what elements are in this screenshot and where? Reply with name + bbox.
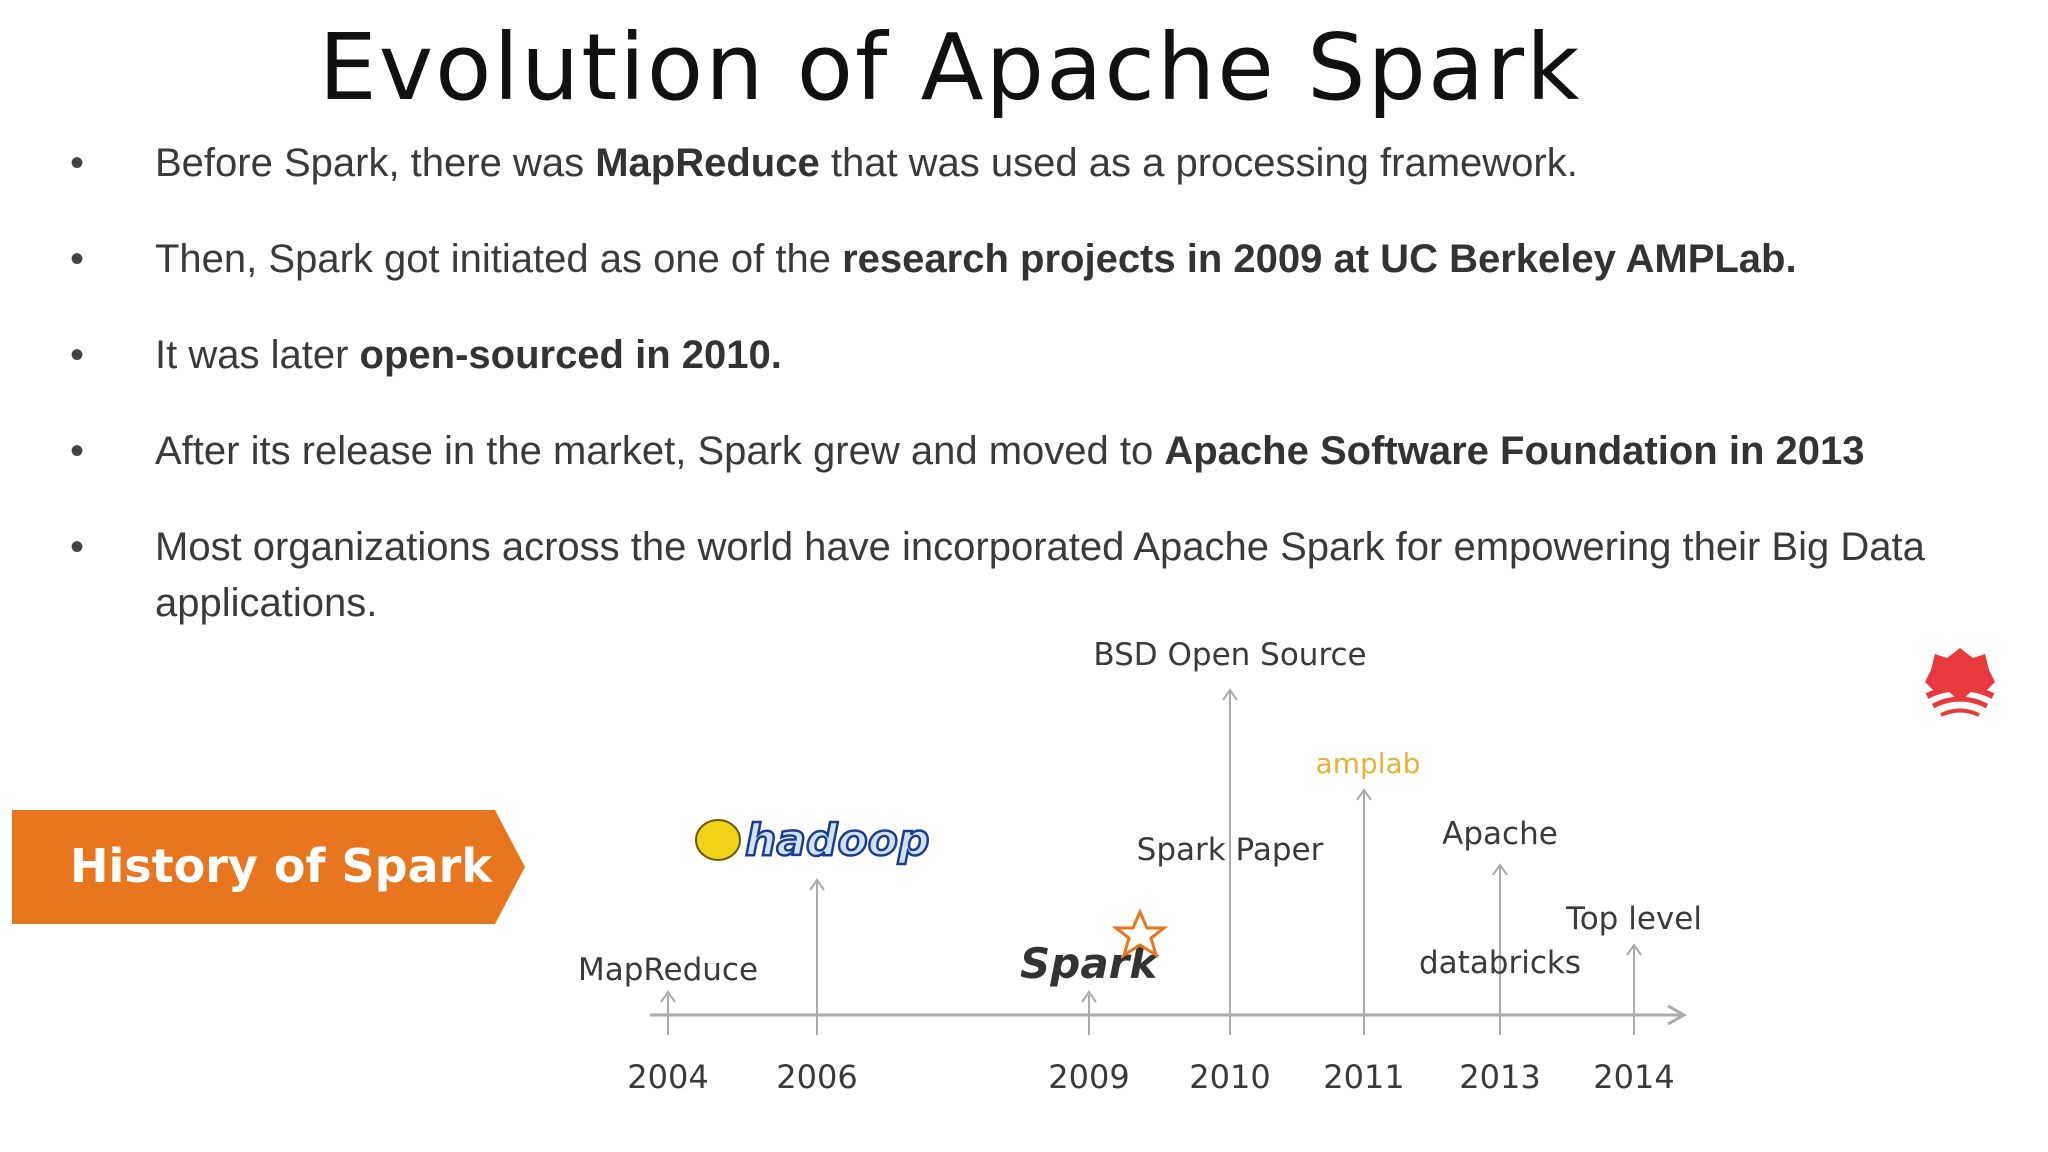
history-banner (12, 810, 525, 924)
bullet-item: • Most organizations across the world hav… (70, 519, 1970, 631)
event-databricks: databricks (1419, 945, 1581, 981)
year-label-2009: 2009 (1048, 1058, 1129, 1096)
event-spark-paper: Spark Paper (1137, 832, 1324, 868)
bullet-text: that was used as a processing framework. (819, 141, 1578, 185)
bullet-dot-icon: • (70, 237, 85, 281)
bullet-dot-icon: • (70, 141, 85, 185)
bullet-item: • Then, Spark got initiated as one of the… (70, 231, 1970, 287)
bullet-text: It was later (155, 333, 360, 377)
year-label-2011: 2011 (1323, 1058, 1404, 1096)
year-label-2013: 2013 (1459, 1058, 1540, 1096)
event-mapreduce: MapReduce (578, 952, 758, 988)
bullet-dot-icon: • (70, 429, 85, 473)
timeline-axis-arrow (1667, 1004, 1688, 1026)
bullet-text: Then, Spark got initiated as one of the (155, 237, 843, 281)
bullet-item: • It was later open-sourced in 2010. (70, 327, 1970, 383)
year-label-2014: 2014 (1593, 1058, 1674, 1096)
spark-star-icon (1111, 908, 1169, 959)
bullet-list: • Before Spark, there was MapReduce that … (70, 135, 1970, 671)
bullet-text: Most organizations across the world have… (155, 525, 1925, 625)
year-label-2010: 2010 (1189, 1058, 1270, 1096)
bullet-dot-icon: • (70, 333, 85, 377)
bullet-bold-text: research projects in 2009 at UC Berkeley… (842, 237, 1797, 281)
bullet-text: Before Spark, there was (155, 141, 596, 185)
event-bsd-open-source: BSD Open Source (1093, 637, 1366, 673)
bullet-item: • After its release in the market, Spark … (70, 423, 1970, 479)
bullet-bold-text: Apache Software Foundation in 2013 (1164, 429, 1865, 473)
red-fan-logo-icon (1925, 648, 1995, 717)
slide-title: Evolution of Apache Spark (318, 14, 1582, 121)
year-label-2006: 2006 (776, 1058, 857, 1096)
year-ticks (660, 688, 1642, 1035)
hadoop-logo-text: hadoop (745, 815, 929, 866)
bullet-item: • Before Spark, there was MapReduce that … (70, 135, 1970, 191)
year-label-2004: 2004 (627, 1058, 708, 1096)
spark-logo: Spark (1020, 908, 1169, 988)
hadoop-elephant-icon (695, 819, 741, 861)
bullet-text: After its release in the market, Spark g… (155, 429, 1165, 473)
amplab-logo: amplab (1316, 747, 1421, 780)
bullet-bold-text: open-sourced in 2010. (359, 333, 782, 377)
event-top-level: Top level (1565, 901, 1702, 937)
event-apache: Apache (1442, 816, 1558, 852)
history-banner-label: History of Spark (70, 839, 493, 893)
bullet-bold-text: MapReduce (595, 141, 820, 185)
bullet-dot-icon: • (70, 525, 85, 569)
hadoop-logo: hadoop (695, 814, 931, 867)
history-timeline: History of Spark 2004 2006 2009 2010 201… (12, 637, 1702, 1096)
